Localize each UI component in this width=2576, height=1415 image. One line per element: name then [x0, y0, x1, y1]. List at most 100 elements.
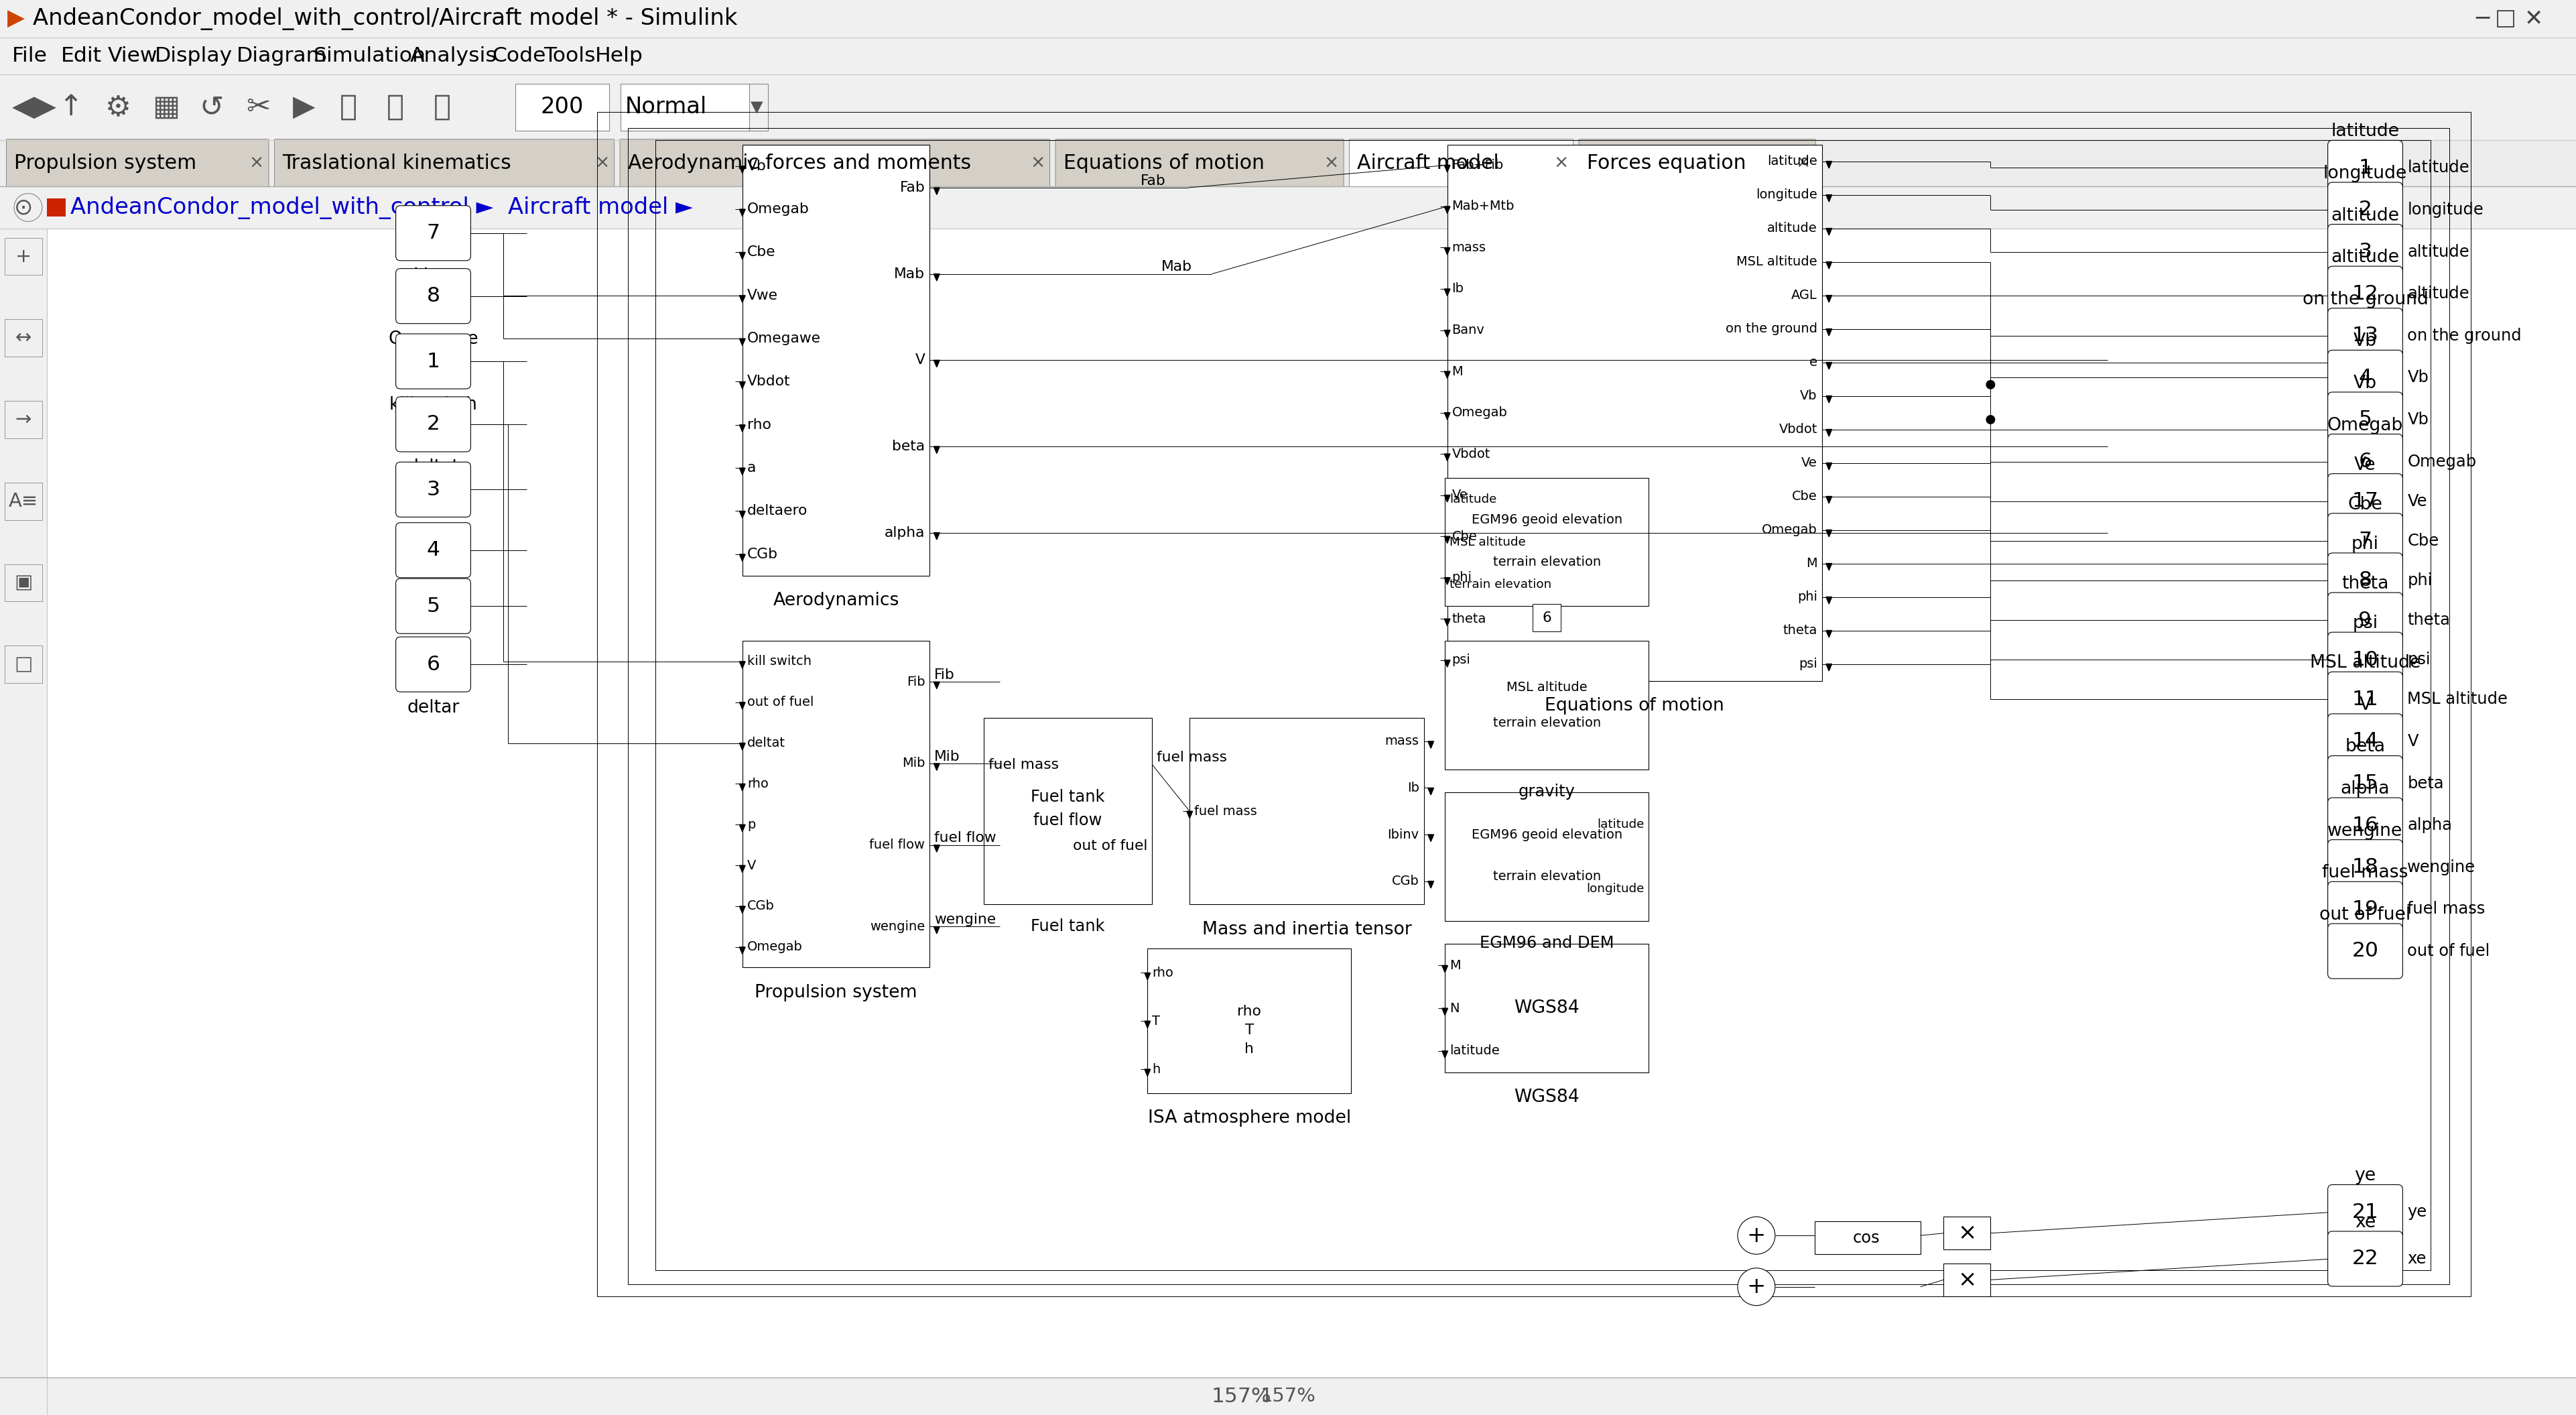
Text: Vb: Vb: [1801, 389, 1816, 402]
Text: Vbdot: Vbdot: [747, 375, 791, 389]
Text: AGL: AGL: [1790, 289, 1816, 301]
Text: p: p: [747, 818, 755, 831]
Bar: [1945, 1264, 1991, 1296]
Text: Traslational kinematics: Traslational kinematics: [283, 153, 510, 173]
Text: deltae: deltae: [404, 584, 461, 601]
Text: Equations of motion: Equations of motion: [1546, 698, 1723, 715]
Text: Fuel tank: Fuel tank: [1030, 918, 1105, 934]
Text: latitude: latitude: [2331, 123, 2398, 140]
FancyArrow shape: [1826, 463, 1832, 470]
Text: 20: 20: [2352, 941, 2378, 961]
Text: M: M: [1806, 558, 1816, 570]
Text: MSL altitude: MSL altitude: [1507, 681, 1587, 693]
Text: theta: theta: [2342, 574, 2388, 593]
Text: ↑: ↑: [59, 93, 82, 122]
Text: EGM96 geoid elevation: EGM96 geoid elevation: [1471, 514, 1623, 526]
Bar: [984, 717, 1151, 904]
Text: MSL altitude: MSL altitude: [2409, 692, 2509, 708]
FancyArrow shape: [739, 468, 744, 475]
Text: 1: 1: [2360, 158, 2372, 177]
FancyArrow shape: [739, 166, 744, 173]
Text: Ve: Ve: [1801, 457, 1816, 470]
Text: Fuel tank: Fuel tank: [1030, 790, 1105, 805]
Text: latitude: latitude: [1767, 154, 1816, 167]
FancyBboxPatch shape: [276, 139, 613, 187]
Text: ye: ye: [2354, 1167, 2375, 1184]
FancyBboxPatch shape: [2329, 882, 2403, 937]
Text: deltat: deltat: [407, 458, 459, 477]
FancyArrow shape: [1445, 659, 1450, 666]
FancyArrow shape: [935, 764, 940, 770]
Text: 5: 5: [2360, 410, 2372, 429]
FancyBboxPatch shape: [397, 205, 471, 260]
FancyBboxPatch shape: [397, 334, 471, 389]
Text: wengine: wengine: [2329, 822, 2403, 839]
Bar: [598, 112, 2470, 1296]
Text: Help: Help: [595, 47, 644, 65]
Text: AndeanCondor_model_with_control ►  Aircraft model ►: AndeanCondor_model_with_control ► Aircra…: [70, 197, 693, 219]
Text: A≡: A≡: [8, 492, 39, 511]
Text: deltaf: deltaf: [407, 524, 459, 542]
Text: wengine: wengine: [2409, 859, 2476, 876]
FancyBboxPatch shape: [5, 139, 268, 187]
Text: rho: rho: [1236, 1005, 1262, 1019]
Text: Vbdot: Vbdot: [1780, 423, 1816, 436]
Text: Mab+Mtb: Mab+Mtb: [1453, 200, 1515, 212]
Text: Analysis: Analysis: [410, 47, 497, 65]
Text: kill switch: kill switch: [747, 655, 811, 668]
Text: Display: Display: [155, 47, 232, 65]
Text: gravity: gravity: [1517, 784, 1574, 799]
Circle shape: [1986, 415, 1996, 424]
Text: deltaero: deltaero: [747, 504, 809, 518]
Text: fuel flow: fuel flow: [1033, 812, 1103, 829]
Text: out of fuel: out of fuel: [1072, 839, 1146, 853]
Text: Cbe: Cbe: [747, 246, 775, 259]
Bar: [0, 187, 2576, 228]
Bar: [621, 83, 760, 130]
FancyArrow shape: [739, 743, 744, 750]
Text: Omegab: Omegab: [1453, 406, 1507, 419]
Bar: [0, 75, 2576, 140]
Text: alpha: alpha: [884, 526, 925, 539]
Text: ×: ×: [1324, 154, 1340, 171]
Text: M: M: [1450, 959, 1461, 972]
Text: terrain elevation: terrain elevation: [1492, 556, 1600, 569]
Text: +: +: [1747, 1224, 1767, 1247]
FancyArrow shape: [739, 424, 744, 432]
Text: longitude: longitude: [1587, 883, 1643, 894]
Circle shape: [1739, 1268, 1775, 1306]
Text: on the ground: on the ground: [2303, 290, 2429, 308]
Text: ▦: ▦: [152, 93, 180, 122]
Text: psi: psi: [2409, 652, 2432, 668]
FancyArrow shape: [1826, 597, 1832, 604]
Text: V: V: [2409, 733, 2419, 750]
FancyArrow shape: [1826, 664, 1832, 671]
FancyBboxPatch shape: [2329, 756, 2403, 811]
Text: terrain elevation: terrain elevation: [1492, 870, 1600, 883]
Text: Fib: Fib: [907, 675, 925, 688]
Text: ×: ×: [1795, 154, 1811, 171]
Bar: [5, 483, 41, 519]
Text: Fab+Fib: Fab+Fib: [1453, 158, 1504, 171]
Text: Omegab: Omegab: [2326, 416, 2403, 434]
Bar: [657, 140, 2432, 1271]
Text: deltas: deltas: [407, 641, 461, 658]
Bar: [515, 83, 608, 130]
Text: CGb: CGb: [747, 548, 778, 560]
Text: View: View: [108, 47, 157, 65]
FancyBboxPatch shape: [397, 463, 471, 516]
Text: 157%: 157%: [1260, 1387, 1316, 1405]
Text: longitude: longitude: [2324, 166, 2406, 183]
FancyArrow shape: [1445, 577, 1450, 584]
Text: fuel mass: fuel mass: [2321, 865, 2409, 882]
FancyArrow shape: [1826, 362, 1832, 369]
FancyArrow shape: [739, 209, 744, 216]
FancyBboxPatch shape: [2329, 140, 2403, 195]
Text: Normal: Normal: [626, 96, 708, 119]
Text: ×: ×: [1030, 154, 1046, 171]
Text: altitude: altitude: [2409, 243, 2470, 260]
Text: 6: 6: [2360, 451, 2372, 471]
Text: latitude: latitude: [1597, 819, 1643, 831]
Text: 15: 15: [2352, 774, 2378, 792]
FancyArrow shape: [739, 296, 744, 303]
